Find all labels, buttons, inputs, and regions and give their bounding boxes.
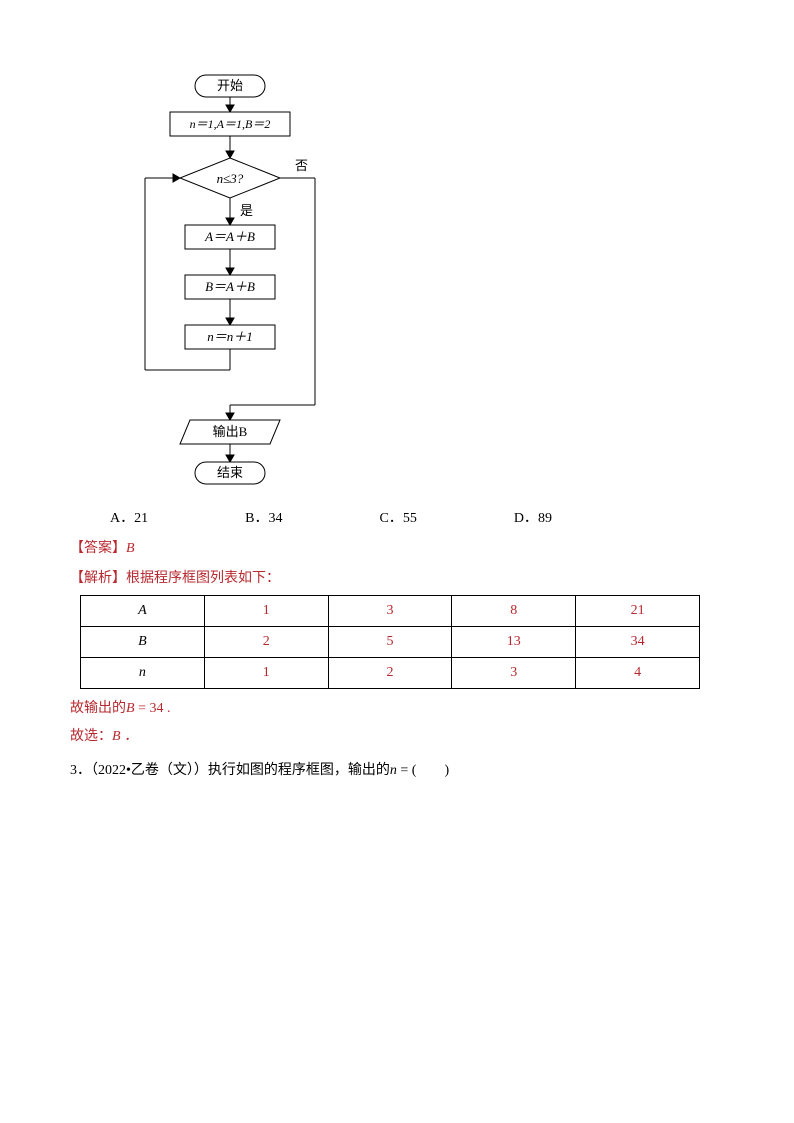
opt-a-label: A． [110,507,134,527]
flow-end: 结束 [217,465,243,480]
table-header: B [81,627,205,658]
concl1-c: = 34 . [135,701,171,716]
concl1-b: B [126,701,135,716]
table-cell: 8 [452,596,576,627]
table-cell: 13 [452,627,576,658]
table-row: A 1 3 8 21 [81,596,700,627]
table-cell: 3 [452,658,576,689]
page-content: 开始 n＝1,A＝1,B＝2 n≤3? 否 [0,0,794,779]
flowchart-svg: 开始 n＝1,A＝1,B＝2 n≤3? 否 [130,70,370,490]
table-header: A [81,596,205,627]
opt-d-label: D． [514,507,538,527]
concl1-a: 故输出的 [70,701,126,716]
flow-cond: n≤3? [217,171,244,186]
table-cell: 4 [576,658,700,689]
flow-yes: 是 [240,203,253,218]
analysis-text: 根据程序框图列表如下： [126,571,280,586]
table-header: n [81,658,205,689]
options-row: A．21 B．34 C．55 D．89 [110,507,724,527]
flow-init: n＝1,A＝1,B＝2 [190,117,271,131]
opt-b-label: B． [245,507,268,527]
opt-c-label: C． [379,507,402,527]
flow-no: 否 [295,158,308,173]
table-cell: 5 [328,627,452,658]
table-cell: 1 [204,596,328,627]
flow-output: 输出B [213,424,248,439]
opt-c-val: 55 [403,511,417,527]
flowchart: 开始 n＝1,A＝1,B＝2 n≤3? 否 [130,70,350,495]
table-cell: 3 [328,596,452,627]
table-row: B 2 5 13 34 [81,627,700,658]
q3-var: n [390,763,397,778]
flow-step1: A＝A＋B [204,229,255,244]
concl2-b: B ． [112,729,138,744]
concl2-a: 故选： [70,729,112,744]
table-cell: 21 [576,596,700,627]
flow-start: 开始 [217,78,243,93]
table-cell: 2 [328,658,452,689]
answer-label: 【答案】 [70,541,126,556]
answer-value: B [126,541,135,556]
opt-b-val: 34 [268,511,282,527]
conclusion-1: 故输出的B = 34 . [70,697,724,717]
q3-prefix: 3．（2022•乙卷（文））执行如图的程序框图，输出的 [70,763,390,778]
conclusion-2: 故选：B ． [70,725,724,745]
answer-line: 【答案】B [70,537,724,557]
question-3: 3．（2022•乙卷（文））执行如图的程序框图，输出的n = ( ) [70,759,724,779]
trace-table: A 1 3 8 21 B 2 5 13 34 n 1 2 3 4 [80,595,700,689]
opt-d-val: 89 [538,511,552,527]
q3-suffix: = ( ) [397,763,449,778]
table-cell: 1 [204,658,328,689]
analysis-line: 【解析】根据程序框图列表如下： [70,567,724,587]
table-cell: 2 [204,627,328,658]
table-row: n 1 2 3 4 [81,658,700,689]
opt-a-val: 21 [134,511,148,527]
flow-step2: B＝A＋B [205,279,255,294]
analysis-label: 【解析】 [70,571,126,586]
flow-step3: n＝n＋1 [207,329,253,344]
table-cell: 34 [576,627,700,658]
